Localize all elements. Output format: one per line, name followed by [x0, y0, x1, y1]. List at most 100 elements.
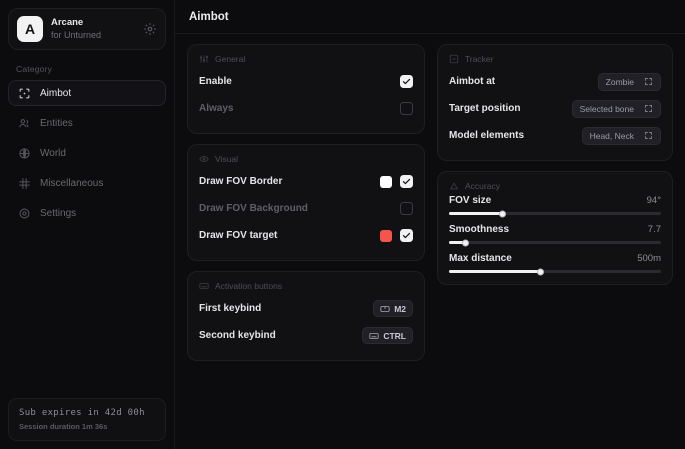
slider-value: 500m: [637, 253, 661, 264]
panel-visual-header: Visual: [199, 154, 413, 164]
target-box-icon: [449, 54, 459, 64]
session-duration: Session duration 1m 36s: [19, 422, 108, 431]
fov-background-checkbox[interactable]: [400, 202, 413, 215]
subscription-card: Sub expires in 42d 00h Session duration …: [8, 398, 166, 441]
row-label: Always: [199, 103, 234, 114]
entities-icon: [18, 117, 31, 130]
gear-icon[interactable]: [143, 22, 157, 36]
enable-checkbox[interactable]: [400, 75, 413, 88]
row-second-keybind[interactable]: Second keybind CTRL: [199, 322, 413, 349]
row-label: Draw FOV Background: [199, 203, 308, 214]
panel-title: Accuracy: [465, 181, 500, 191]
sidebar-nav: Aimbot Entities: [8, 80, 166, 226]
sidebar-item-entities[interactable]: Entities: [8, 110, 166, 136]
row-draw-fov-target[interactable]: Draw FOV target: [199, 222, 413, 249]
slider-knob[interactable]: [462, 239, 470, 246]
target-position-value: Selected bone: [579, 103, 634, 114]
model-elements-value: Head, Neck: [589, 130, 634, 141]
first-keybind-button[interactable]: M2: [373, 300, 413, 317]
sidebar-item-label: Settings: [40, 207, 77, 219]
panel-accuracy-header: Accuracy: [449, 181, 661, 191]
brand-card[interactable]: A Arcane for Unturned: [8, 8, 166, 50]
globe-icon: [18, 147, 31, 160]
expand-icon: [644, 77, 653, 86]
slider-knob[interactable]: [536, 268, 544, 275]
row-label: Enable: [199, 76, 232, 87]
sidebar-item-label: Aimbot: [40, 87, 72, 99]
row-label: Second keybind: [199, 330, 276, 341]
row-label: Draw FOV target: [199, 230, 278, 241]
row-model-elements[interactable]: Model elements Head, Neck: [449, 122, 661, 149]
expand-icon: [644, 104, 653, 113]
slider-fill: [449, 212, 502, 215]
row-always[interactable]: Always: [199, 95, 413, 122]
second-keybind-button[interactable]: CTRL: [362, 327, 413, 344]
brand-text: Arcane for Unturned: [51, 16, 135, 40]
brand-logo: A: [17, 16, 43, 42]
panel-visual: Visual Draw FOV Border Draw FOV Backgrou…: [187, 144, 425, 261]
slider-fill: [449, 270, 541, 273]
mouse-icon: [380, 305, 390, 312]
page-title: Aimbot: [189, 10, 229, 23]
aimbot-at-value: Zombie: [605, 76, 634, 87]
left-column: General Enable Always: [187, 44, 425, 361]
row-aimbot-at[interactable]: Aimbot at Zombie: [449, 68, 661, 95]
target-position-dropdown[interactable]: Selected bone: [571, 99, 661, 118]
slider-smoothness-header: Smoothness 7.7: [449, 224, 661, 235]
panel-title: Tracker: [465, 54, 494, 64]
brand-title: Arcane: [51, 16, 84, 28]
slider-smoothness[interactable]: [449, 239, 661, 246]
sidebar-category-label: Category: [16, 64, 53, 74]
eye-icon: [199, 154, 209, 164]
fov-border-checkbox[interactable]: [400, 175, 413, 188]
panel-accuracy: Accuracy FOV size 94° Smoothness 7.7: [437, 171, 673, 285]
crosshair-icon: [18, 87, 31, 100]
slider-knob[interactable]: [498, 210, 506, 217]
slider-fov-size-header: FOV size 94°: [449, 195, 661, 206]
slider-value: 7.7: [647, 224, 661, 235]
gear-icon: [18, 207, 31, 220]
row-first-keybind[interactable]: First keybind M2: [199, 295, 413, 322]
row-label: First keybind: [199, 303, 262, 314]
fov-target-checkbox[interactable]: [400, 229, 413, 242]
sidebar-item-aimbot[interactable]: Aimbot: [8, 80, 166, 106]
slider-max-distance-header: Max distance 500m: [449, 253, 661, 264]
row-label: Aimbot at: [449, 76, 496, 87]
expand-icon: [644, 131, 653, 140]
row-draw-fov-border[interactable]: Draw FOV Border: [199, 168, 413, 195]
main-area: Aimbot General Enable: [175, 0, 685, 449]
subscription-expiry: Sub expires in 42d 00h: [19, 408, 145, 418]
fov-target-color-swatch[interactable]: [380, 229, 392, 242]
sliders-icon: [199, 54, 209, 64]
first-keybind-value: M2: [394, 303, 406, 314]
slider-fov-size[interactable]: [449, 210, 661, 217]
slider-fill: [449, 241, 466, 244]
panel-tracker-header: Tracker: [449, 54, 661, 64]
slider-value: 94°: [646, 195, 661, 206]
model-elements-dropdown[interactable]: Head, Neck: [581, 126, 661, 145]
sidebar-item-label: World: [40, 147, 66, 159]
aimbot-at-dropdown[interactable]: Zombie: [597, 72, 661, 91]
row-label: Target position: [449, 103, 521, 114]
sidebar-item-world[interactable]: World: [8, 140, 166, 166]
sidebar-item-miscellaneous[interactable]: Miscellaneous: [8, 170, 166, 196]
grid-icon: [18, 177, 31, 190]
row-enable[interactable]: Enable: [199, 68, 413, 95]
sidebar-item-label: Miscellaneous: [40, 177, 104, 189]
sidebar-item-settings[interactable]: Settings: [8, 200, 166, 226]
panel-activation-buttons: Activation buttons First keybind M2 Seco…: [187, 271, 425, 361]
row-target-position[interactable]: Target position Selected bone: [449, 95, 661, 122]
panel-activation-header: Activation buttons: [199, 281, 413, 291]
row-draw-fov-background[interactable]: Draw FOV Background: [199, 195, 413, 222]
panel-title: General: [215, 54, 246, 64]
settings-content: General Enable Always: [175, 34, 685, 449]
slider-max-distance[interactable]: [449, 268, 661, 275]
panel-title: Activation buttons: [215, 281, 283, 291]
sidebar-item-label: Entities: [40, 117, 73, 129]
fov-border-color-swatch[interactable]: [380, 175, 392, 188]
slider-label: FOV size: [449, 195, 492, 206]
panel-tracker: Tracker Aimbot at Zombie: [437, 44, 673, 161]
always-checkbox[interactable]: [400, 102, 413, 115]
second-keybind-value: CTRL: [383, 330, 406, 341]
